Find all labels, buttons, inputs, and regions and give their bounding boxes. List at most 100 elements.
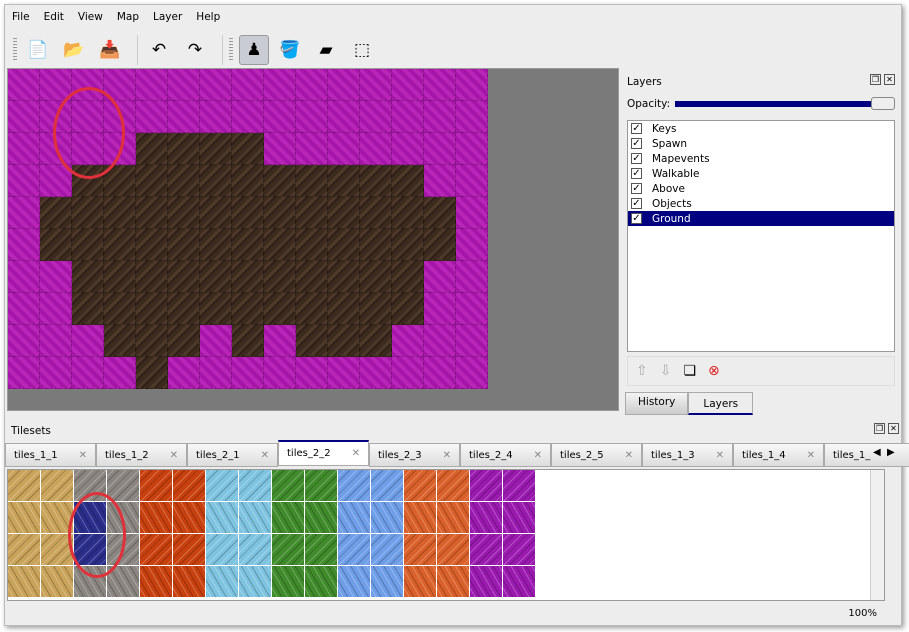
- map-tile[interactable]: [136, 133, 168, 165]
- tileset-tile[interactable]: [206, 566, 239, 598]
- map-tile[interactable]: [424, 69, 456, 101]
- tab-scroll-right-icon[interactable]: ▶: [887, 447, 895, 458]
- tileset-tile[interactable]: [437, 470, 470, 502]
- map-tile[interactable]: [8, 357, 40, 389]
- map-tile[interactable]: [328, 165, 360, 197]
- map-tile[interactable]: [168, 69, 200, 101]
- map-tile[interactable]: [264, 101, 296, 133]
- map-tile[interactable]: [40, 165, 72, 197]
- map-tile[interactable]: [232, 197, 264, 229]
- map-tile[interactable]: [136, 101, 168, 133]
- map-tile[interactable]: [200, 261, 232, 293]
- map-tile[interactable]: [424, 261, 456, 293]
- map-tile[interactable]: [328, 133, 360, 165]
- tileset-tile[interactable]: [404, 502, 437, 534]
- menu-file[interactable]: File: [12, 11, 30, 23]
- close-tab-icon[interactable]: ✕: [715, 449, 724, 461]
- map-tile[interactable]: [264, 197, 296, 229]
- tileset-tile[interactable]: [8, 470, 41, 502]
- map-tile[interactable]: [328, 197, 360, 229]
- float-icon[interactable]: ❐: [870, 74, 881, 85]
- map-tile[interactable]: [200, 133, 232, 165]
- menu-view[interactable]: View: [77, 11, 103, 23]
- map-tile[interactable]: [296, 101, 328, 133]
- map-tile[interactable]: [456, 197, 488, 229]
- toolbar-grip[interactable]: [229, 38, 233, 62]
- map-tile[interactable]: [296, 293, 328, 325]
- map-tile[interactable]: [296, 133, 328, 165]
- map-tile[interactable]: [40, 229, 72, 261]
- map-tile[interactable]: [72, 293, 104, 325]
- map-tile[interactable]: [296, 325, 328, 357]
- map-tile[interactable]: [232, 325, 264, 357]
- map-tile[interactable]: [8, 261, 40, 293]
- tileset-tile[interactable]: [338, 502, 371, 534]
- stamp-brush-button[interactable]: ♟: [239, 35, 269, 65]
- map-tile[interactable]: [40, 293, 72, 325]
- layer-row[interactable]: ✓ Spawn: [628, 136, 894, 151]
- tileset-tile[interactable]: [140, 502, 173, 534]
- tab-scroll-left-icon[interactable]: ◀: [873, 447, 881, 458]
- map-tile[interactable]: [72, 261, 104, 293]
- close-tab-icon[interactable]: ✕: [260, 449, 269, 461]
- visibility-checkbox[interactable]: ✓: [631, 153, 642, 164]
- visibility-checkbox[interactable]: ✓: [631, 168, 642, 179]
- opacity-slider[interactable]: [675, 101, 875, 107]
- tileset-tile[interactable]: [503, 502, 536, 534]
- tileset-tile[interactable]: [8, 502, 41, 534]
- map-tile[interactable]: [296, 261, 328, 293]
- tileset-tile[interactable]: [8, 566, 41, 598]
- map-tile[interactable]: [456, 357, 488, 389]
- tileset-tile[interactable]: [338, 566, 371, 598]
- map-tile[interactable]: [360, 197, 392, 229]
- tab-tiles_1_4[interactable]: tiles_1_4 ✕: [733, 443, 824, 467]
- tileset-tile[interactable]: [41, 470, 74, 502]
- menu-map[interactable]: Map: [116, 11, 140, 23]
- tileset-tile[interactable]: [338, 534, 371, 566]
- tileset-tile[interactable]: [173, 470, 206, 502]
- map-tile[interactable]: [72, 197, 104, 229]
- tab-tiles_1_2[interactable]: tiles_1_2 ✕: [96, 443, 187, 467]
- close-tab-icon[interactable]: ✕: [351, 448, 360, 459]
- menu-help[interactable]: Help: [196, 11, 221, 23]
- raise-layer-icon[interactable]: ⇧: [636, 363, 648, 379]
- tileset-tile[interactable]: [173, 566, 206, 598]
- map-tile[interactable]: [168, 197, 200, 229]
- tileset-view[interactable]: [7, 469, 885, 601]
- tab-tiles_1_1[interactable]: tiles_1_1 ✕: [5, 443, 96, 467]
- close-tab-icon[interactable]: ✕: [533, 449, 542, 461]
- map-tile[interactable]: [360, 325, 392, 357]
- map-tile[interactable]: [168, 101, 200, 133]
- tileset-tile[interactable]: [371, 470, 404, 502]
- map-tile[interactable]: [296, 165, 328, 197]
- tileset-tile[interactable]: [404, 534, 437, 566]
- map-tile[interactable]: [104, 197, 136, 229]
- map-tile[interactable]: [392, 357, 424, 389]
- tileset-tile[interactable]: [272, 502, 305, 534]
- map-tile[interactable]: [232, 69, 264, 101]
- tileset-tile[interactable]: [470, 502, 503, 534]
- toolbar-grip[interactable]: [13, 38, 17, 62]
- duplicate-layer-icon[interactable]: ❏: [683, 363, 697, 379]
- map-tile[interactable]: [8, 197, 40, 229]
- map-tile[interactable]: [200, 165, 232, 197]
- tileset-tile[interactable]: [503, 470, 536, 502]
- layer-row[interactable]: ✓ Keys: [628, 121, 894, 136]
- map-tile[interactable]: [392, 325, 424, 357]
- map-tile[interactable]: [424, 357, 456, 389]
- visibility-checkbox[interactable]: ✓: [631, 213, 642, 224]
- map-tile[interactable]: [136, 197, 168, 229]
- map-tile[interactable]: [360, 101, 392, 133]
- redo-button[interactable]: ↷: [180, 35, 210, 65]
- map-tile[interactable]: [264, 293, 296, 325]
- tileset-tile[interactable]: [272, 534, 305, 566]
- map-tile[interactable]: [40, 197, 72, 229]
- map-tile[interactable]: [136, 357, 168, 389]
- map-tile[interactable]: [232, 165, 264, 197]
- map-tile[interactable]: [168, 165, 200, 197]
- lower-layer-icon[interactable]: ⇩: [659, 363, 672, 379]
- close-tab-icon[interactable]: ✕: [78, 449, 87, 461]
- tileset-tile[interactable]: [239, 502, 272, 534]
- map-tile[interactable]: [104, 325, 136, 357]
- tileset-tile[interactable]: [140, 470, 173, 502]
